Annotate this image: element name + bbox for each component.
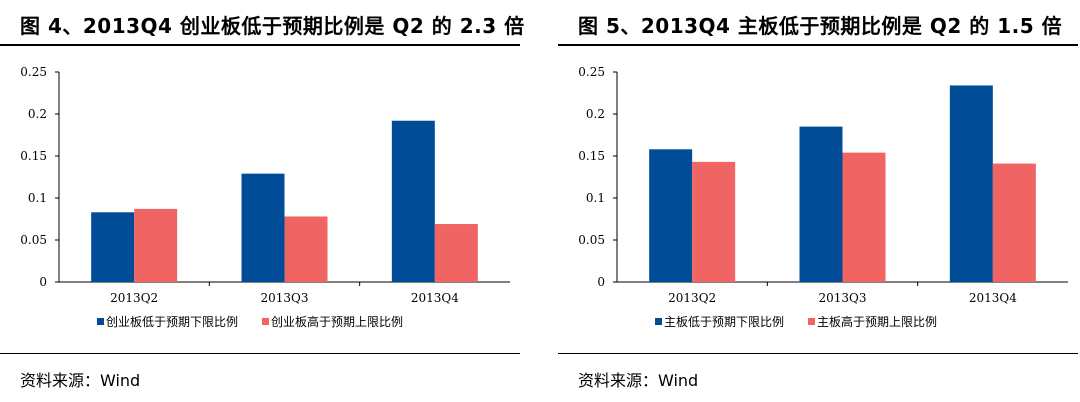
y-tick-label: 0.15 <box>578 149 605 163</box>
bar-2013Q3-series-1 <box>799 126 843 282</box>
x-tick-label: 2013Q4 <box>411 291 459 305</box>
x-tick-label: 2013Q2 <box>110 291 158 305</box>
y-tick-label: 0 <box>39 275 47 289</box>
bar-2013Q4-series-2 <box>992 163 1036 282</box>
y-tick-label: 0 <box>597 275 605 289</box>
source-divider <box>558 353 1078 354</box>
y-tick-label: 0.05 <box>578 233 605 247</box>
bar-2013Q3-series-1 <box>241 173 285 282</box>
legend-swatch <box>655 318 662 325</box>
bar-2013Q3-series-2 <box>284 216 328 282</box>
x-tick-label: 2013Q4 <box>969 291 1017 305</box>
chart-title: 图 4、2013Q4 创业板低于预期比例是 Q2 的 2.3 倍 <box>20 14 525 38</box>
legend-swatch <box>808 318 815 325</box>
bar-2013Q2-series-1 <box>91 212 135 282</box>
legend-label: 主板低于预期下限比例 <box>664 315 784 329</box>
bar-2013Q3-series-2 <box>842 152 886 282</box>
y-tick-label: 0.1 <box>28 191 47 205</box>
y-tick-label: 0.15 <box>20 149 47 163</box>
bar-2013Q2-series-2 <box>692 161 736 282</box>
y-tick-label: 0.05 <box>20 233 47 247</box>
source-divider <box>0 353 520 354</box>
y-tick-label: 0.2 <box>28 107 47 121</box>
source-note: 资料来源：Wind <box>578 371 699 390</box>
y-tick-label: 0.25 <box>578 65 605 79</box>
y-tick-label: 0.2 <box>586 107 605 121</box>
legend-swatch <box>262 318 269 325</box>
x-tick-label: 2013Q2 <box>668 291 716 305</box>
x-tick-label: 2013Q3 <box>818 291 866 305</box>
legend-label: 创业板低于预期下限比例 <box>106 315 238 329</box>
bar-chart-main-board: 0 0.05 0.1 0.15 0.2 0.25 2013Q2 2013Q3 2013Q4 主板低… <box>578 65 1068 329</box>
x-tick-label: 2013Q3 <box>260 291 308 305</box>
legend-label: 创业板高于预期上限比例 <box>271 314 403 329</box>
bar-2013Q2-series-1 <box>649 149 693 282</box>
title-divider <box>0 44 520 46</box>
legend-label: 主板高于预期上限比例 <box>817 314 937 329</box>
chart-panel-right: 图 5、2013Q4 主板低于预期比例是 Q2 的 1.5 倍 0 0.05 0.1… <box>558 0 1078 402</box>
bar-2013Q4-series-2 <box>434 224 478 282</box>
bar-2013Q4-series-1 <box>391 120 435 282</box>
title-divider <box>558 44 1078 46</box>
source-note: 资料来源：Wind <box>20 371 141 390</box>
chart-panel-left: 图 4、2013Q4 创业板低于预期比例是 Q2 的 2.3 倍 0 0.05 0.… <box>0 0 524 402</box>
bar-chart-gem: 0 0.05 0.1 0.15 0.2 0.25 2013Q2 2013Q3 2013Q4 创业板… <box>20 65 510 329</box>
y-tick-label: 0.25 <box>20 65 47 79</box>
chart-title: 图 5、2013Q4 主板低于预期比例是 Q2 的 1.5 倍 <box>578 14 1063 38</box>
legend-swatch <box>97 318 104 325</box>
bar-2013Q4-series-1 <box>949 85 993 282</box>
y-tick-label: 0.1 <box>586 191 605 205</box>
bar-2013Q2-series-2 <box>134 208 178 282</box>
